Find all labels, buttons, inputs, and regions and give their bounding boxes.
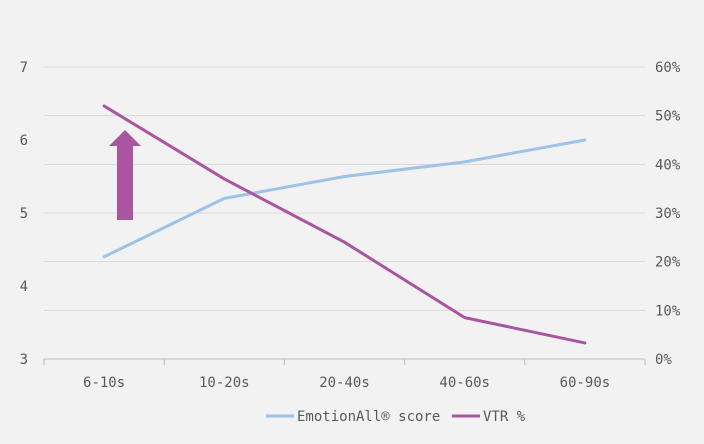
x-tick-label: 20-40s: [319, 375, 370, 391]
x-tick-label: 60-90s: [560, 375, 611, 391]
axes: 0% 10% 20% 30% 40% 50% 60% 3 4 5 6 7 6-10s 10-20s 20-4…: [20, 60, 681, 391]
x-tick-label: 10-20s: [199, 375, 250, 391]
up-arrow-icon: [109, 130, 141, 220]
y-right-tick-label: 0%: [655, 352, 672, 368]
annotation: [109, 130, 141, 220]
y-left-tick-label: 5: [20, 206, 28, 222]
y-left-tick-label: 7: [20, 60, 28, 76]
y-right-tick-label: 50%: [655, 109, 681, 125]
gridlines: [44, 66, 645, 311]
series-lines: [102, 104, 587, 345]
legend: EmotionAll® score VTR %: [266, 409, 526, 425]
x-tick-label: 6-10s: [83, 375, 125, 391]
y-right-tick-label: 20%: [655, 255, 681, 271]
legend-item-emotionall-score: EmotionAll® score: [297, 409, 440, 425]
y-right-tick-label: 60%: [655, 60, 681, 76]
y-left-tick-label: 3: [20, 352, 28, 368]
y-right-tick-label: 30%: [655, 206, 681, 222]
y-left-tick-label: 6: [20, 133, 28, 149]
y-right-tick-label: 40%: [655, 157, 681, 173]
series-line-vtr: [102, 104, 587, 345]
x-tick-label: 40-60s: [439, 375, 490, 391]
y-right-tick-label: 10%: [655, 303, 681, 319]
y-left-tick-label: 4: [20, 279, 28, 295]
legend-item-vtr: VTR %: [483, 409, 526, 425]
series-line-emotionall-score: [102, 138, 587, 259]
